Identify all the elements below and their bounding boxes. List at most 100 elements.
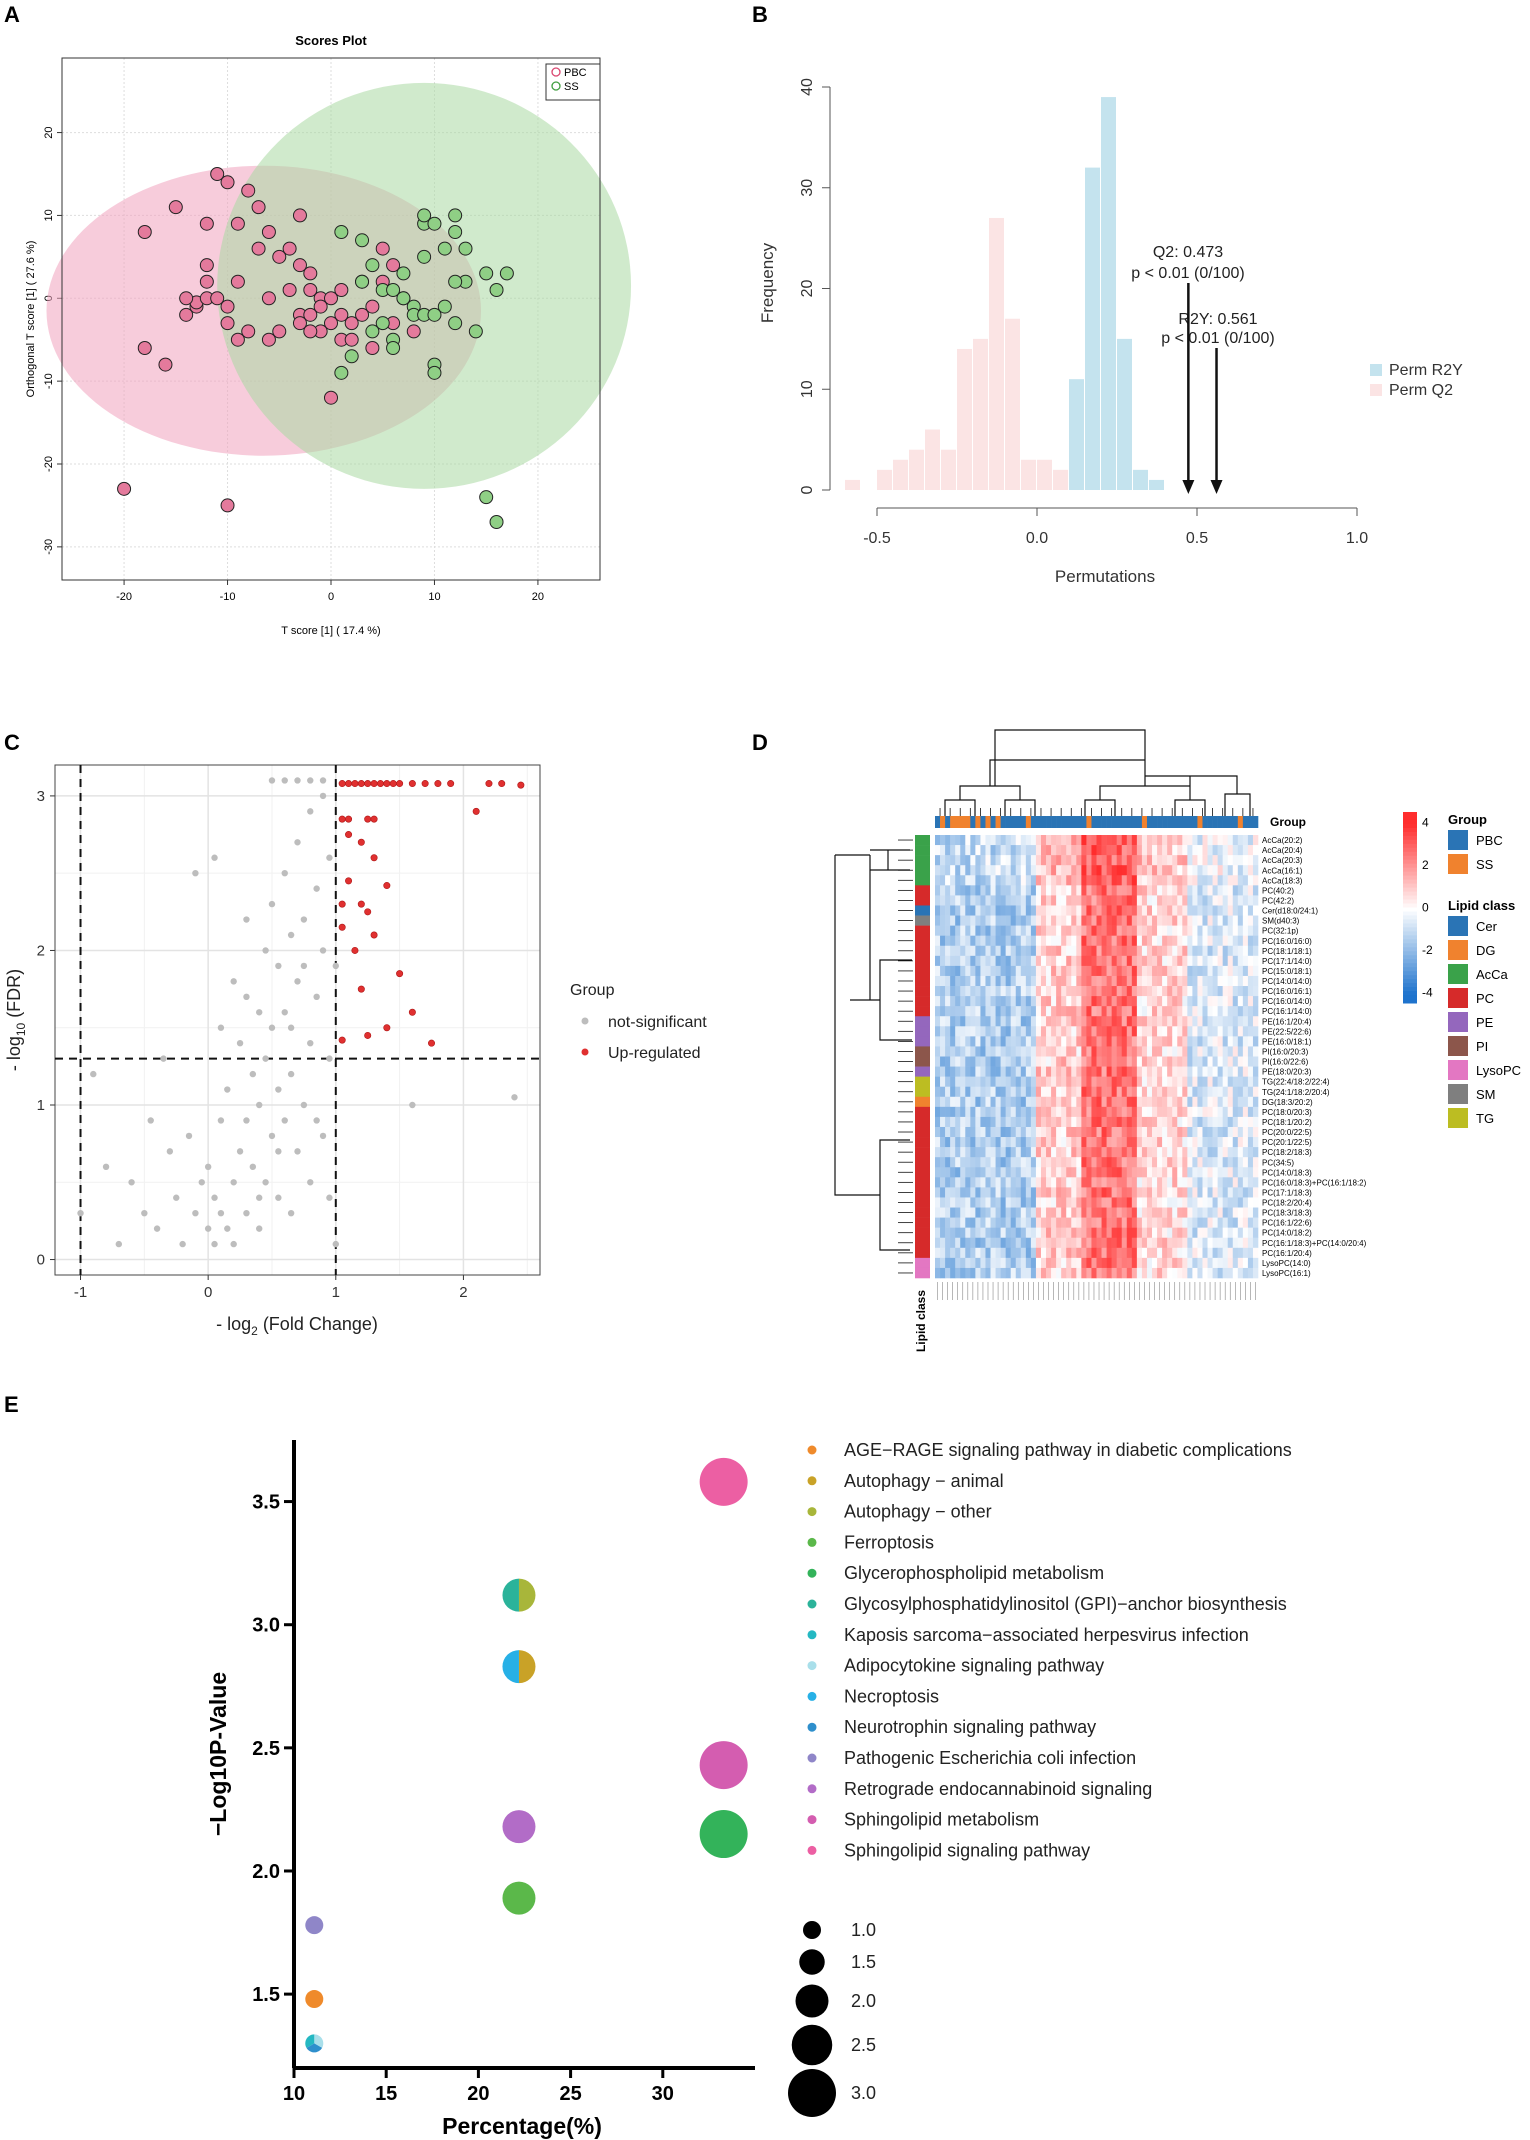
heatmap-cell <box>1096 1056 1102 1067</box>
heatmap-cell <box>940 1187 946 1198</box>
heatmap-cell <box>1252 955 1259 967</box>
heatmap-cell <box>1212 1106 1218 1118</box>
heatmap-cell <box>1121 1267 1128 1279</box>
heatmap-cell <box>1030 1237 1037 1249</box>
heatmap-cell <box>1252 855 1259 866</box>
heatmap-cell <box>950 895 956 906</box>
heatmap-cell <box>1157 1086 1163 1098</box>
heatmap-cell <box>1162 1006 1168 1017</box>
y-tick-label: 40 <box>799 78 816 96</box>
heatmap-cell <box>1071 1197 1077 1208</box>
heatmap-cell <box>1056 1036 1062 1047</box>
heatmap-cell <box>1167 1076 1173 1088</box>
heatmap-cell <box>1106 965 1112 977</box>
heatmap-cell <box>1116 1086 1123 1098</box>
heatmap-cell <box>970 905 976 916</box>
heatmap-cell <box>1212 1126 1218 1138</box>
heatmap-cell <box>1005 1066 1012 1077</box>
heatmap-cell <box>940 1046 946 1057</box>
heatmap-cell <box>1172 955 1178 967</box>
heatmap-cell <box>1056 1126 1062 1138</box>
heatmap-cell <box>1096 955 1102 967</box>
heatmap-cell <box>940 915 946 926</box>
heatmap-cell <box>945 1016 951 1027</box>
heatmap-cell <box>1010 1116 1017 1128</box>
heatmap-cell <box>1182 986 1188 997</box>
heatmap-cell <box>1227 1157 1234 1168</box>
heatmap-cell <box>995 1096 1001 1108</box>
pathway-bubble <box>699 1810 748 1859</box>
heatmap-cell <box>1187 1026 1193 1037</box>
y-tick-label: -20 <box>43 456 55 472</box>
heatmap-cell <box>1086 905 1092 916</box>
data-point-not-significant <box>204 1163 212 1171</box>
heatmap-cell <box>1237 1036 1244 1047</box>
heatmap-cell <box>1096 1106 1102 1118</box>
row-label: AcCa(20:2) <box>1262 836 1303 845</box>
heatmap-cell <box>1217 1227 1223 1239</box>
heatmap-cell <box>1197 1187 1203 1198</box>
heatmap-cell <box>1162 1016 1168 1027</box>
heatmap-cell <box>1005 1116 1012 1128</box>
heatmap-cell <box>980 1086 986 1098</box>
heatmap-cell <box>945 996 951 1007</box>
heatmap-cell <box>1111 986 1117 997</box>
heatmap-cell <box>965 975 971 987</box>
heatmap-cell <box>1162 1257 1168 1269</box>
heatmap-cell <box>985 955 991 967</box>
heatmap-cell <box>1177 925 1183 936</box>
heatmap-cell <box>1207 1036 1213 1047</box>
heatmap-cell <box>1157 965 1163 977</box>
heatmap-cell <box>1116 975 1123 987</box>
heatmap-cell <box>1101 996 1107 1007</box>
heatmap-cell <box>1192 885 1198 896</box>
data-point-not-significant <box>224 1086 231 1093</box>
heatmap-cell <box>1162 1267 1168 1279</box>
heatmap-cell <box>1015 1227 1022 1239</box>
heatmap-cell <box>1192 1187 1198 1198</box>
heatmap-cell <box>1136 955 1143 967</box>
heatmap-cell <box>1035 1187 1042 1198</box>
heatmap-cell <box>1187 975 1193 987</box>
heatmap-cell <box>1157 1076 1163 1088</box>
heatmap-cell <box>1101 1167 1107 1178</box>
heatmap-cell <box>1146 996 1153 1007</box>
heatmap-cell <box>1121 1096 1128 1108</box>
heatmap-cell <box>1030 1197 1037 1208</box>
heatmap-cell <box>995 845 1001 856</box>
heatmap-cell <box>985 1026 991 1037</box>
heatmap-cell <box>1197 1036 1203 1047</box>
heatmap-cell <box>1046 1137 1052 1148</box>
heatmap-cell <box>1005 945 1012 957</box>
heatmap-cell <box>945 855 951 866</box>
heatmap-cell <box>1146 1167 1153 1178</box>
heatmap-cell <box>1252 845 1259 856</box>
heatmap-cell <box>1126 1026 1133 1037</box>
heatmap-cell <box>1121 915 1128 926</box>
heatmap-cell <box>1000 875 1006 886</box>
heatmap-cell <box>1010 1147 1017 1158</box>
heatmap-cell <box>1111 1217 1117 1228</box>
heatmap-cell <box>1202 1227 1208 1239</box>
heatmap-cell <box>1207 1167 1213 1178</box>
heatmap-cell <box>960 1026 966 1037</box>
colorbar-segment <box>1403 823 1417 829</box>
group-annotation-cell <box>1010 816 1017 828</box>
data-point-not-significant <box>262 947 269 954</box>
heatmap-cell <box>1025 945 1032 957</box>
pathway-bubble <box>305 1916 324 1935</box>
heatmap-cell <box>1172 1197 1178 1208</box>
colorbar-segment <box>1403 831 1417 837</box>
lipid-class-cell <box>915 1257 930 1269</box>
heatmap-cell <box>1146 935 1153 947</box>
heatmap-cell <box>1157 915 1163 926</box>
heatmap-cell <box>1015 1096 1022 1108</box>
heatmap-cell <box>1061 1217 1067 1228</box>
heatmap-cell <box>1177 1096 1183 1108</box>
heatmap-cell <box>1015 845 1022 856</box>
heatmap-cell <box>1066 1116 1072 1128</box>
heatmap-cell <box>935 1056 941 1067</box>
heatmap-cell <box>1152 875 1158 886</box>
heatmap-cell <box>1136 935 1143 947</box>
heatmap-cell <box>1202 1056 1208 1067</box>
